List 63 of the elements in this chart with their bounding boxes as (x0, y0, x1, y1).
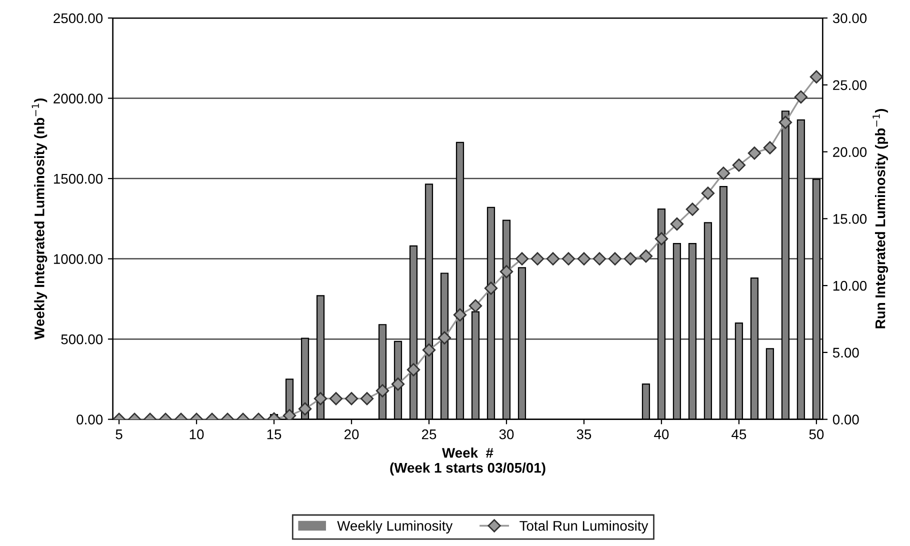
y-tick-label: 2000.00 (54, 94, 103, 104)
y2-axis-title: Run Integrated Luminosity (pb$^{−1}$) (872, 109, 888, 328)
point (298, 402, 312, 416)
point (701, 186, 715, 200)
y2-tick-label: 10.00 (833, 280, 867, 291)
point (515, 252, 529, 266)
point (778, 116, 792, 129)
y2-tick-label: 25.00 (833, 80, 867, 90)
point (546, 252, 560, 266)
point (282, 408, 296, 420)
point (794, 90, 808, 104)
point (438, 331, 452, 344)
x-tick-label: 50 (809, 429, 824, 440)
y-axis-title: Weekly Integrated Luminosity (nb$^{−1}$) (32, 98, 48, 340)
point (654, 232, 668, 246)
point (639, 250, 653, 263)
point (344, 392, 358, 406)
x-tick-label: 35 (576, 429, 592, 440)
point (810, 70, 823, 84)
point (500, 265, 514, 278)
point (608, 252, 622, 266)
x-tick-label: 45 (732, 430, 746, 440)
point (468, 299, 482, 312)
x-tick-label: 5 (116, 430, 122, 440)
point (716, 166, 730, 180)
point (484, 282, 498, 295)
x-tick-label: 25 (422, 429, 436, 440)
point (670, 217, 684, 231)
point (686, 202, 700, 216)
point (530, 252, 544, 266)
y2-tick-label: 15.00 (833, 214, 867, 224)
y-tick-label: 1000.00 (54, 254, 103, 264)
legend-label: Weekly Luminosity (337, 520, 453, 534)
point (748, 146, 762, 160)
y2-tick-label: 5.00 (832, 348, 859, 358)
x-tick-label: 20 (344, 429, 359, 440)
y-tick-label: 2500.00 (54, 13, 103, 24)
point (624, 252, 638, 266)
point (732, 158, 746, 172)
point (763, 141, 777, 154)
point (453, 308, 467, 322)
x-tick-label: 30 (499, 429, 514, 440)
y2-tick-label: 0.00 (832, 414, 859, 424)
point (592, 252, 606, 266)
point (376, 384, 390, 398)
x-tick-label: 10 (190, 429, 204, 440)
y-tick-label: 500.00 (61, 334, 103, 344)
point (562, 252, 576, 266)
x-axis-title: Week # (Week 1 starts 03/05/01) (390, 448, 546, 476)
legend-label: Total Run Luminosity (520, 520, 648, 534)
y-tick-label: 1500.00 (54, 174, 103, 184)
point (406, 363, 420, 376)
point (314, 392, 328, 406)
y2-tick-label: 20.00 (833, 147, 867, 157)
point (391, 378, 405, 391)
x-tick-label: 15 (267, 430, 282, 440)
x-tick-label: 40 (654, 429, 669, 440)
y2-tick-label: 30.00 (832, 13, 867, 24)
point (577, 252, 591, 266)
y-tick-label: 0.00 (76, 414, 103, 424)
point (422, 343, 436, 357)
point (329, 392, 343, 406)
point (360, 392, 374, 406)
